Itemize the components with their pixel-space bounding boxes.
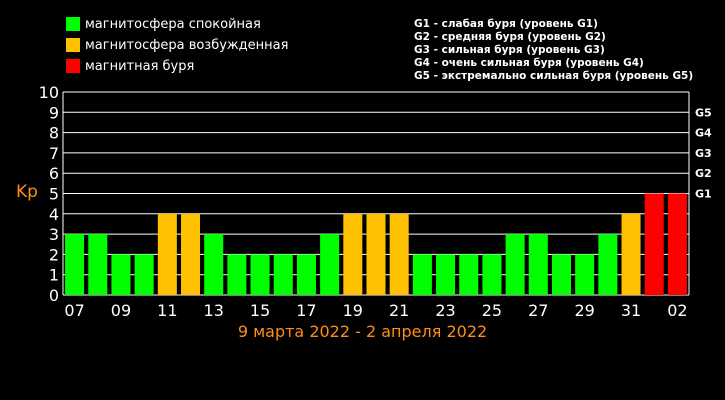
x-tick-label: 15	[250, 301, 270, 320]
bar	[343, 213, 363, 295]
bar	[296, 254, 316, 295]
x-tick-label: 09	[111, 301, 131, 320]
bar	[621, 213, 641, 295]
bar	[111, 254, 131, 295]
g-level-label: G1	[695, 188, 712, 201]
bar	[88, 234, 108, 295]
y-tick-label: 0	[49, 286, 59, 305]
x-tick-label: 23	[435, 301, 455, 320]
storm-level-entry: G1 - слабая буря (уровень G1)	[414, 18, 598, 30]
x-tick-label: 25	[482, 301, 502, 320]
bar	[389, 213, 409, 295]
legend-label: магнитная буря	[85, 59, 195, 74]
g-level-label: G3	[695, 147, 712, 160]
y-tick-label: 7	[49, 144, 59, 163]
bar	[644, 193, 664, 295]
storm-level-entry: G4 - очень сильная буря (уровень G4)	[414, 57, 644, 69]
bar	[273, 254, 293, 295]
bar	[598, 234, 618, 295]
x-tick-label: 21	[389, 301, 409, 320]
bar	[575, 254, 595, 295]
storm-level-entry: G2 - средняя буря (уровень G2)	[414, 31, 606, 43]
bar	[134, 254, 154, 295]
g-level-label: G2	[695, 167, 712, 180]
x-tick-label: 17	[296, 301, 316, 320]
storm-level-legend: G1 - слабая буря (уровень G1) G2 - средня…	[414, 18, 693, 83]
bar	[412, 254, 432, 295]
y-axis-label: Kp	[16, 182, 38, 202]
g-level-label: G5	[695, 106, 712, 119]
x-tick-label: 31	[621, 301, 641, 320]
bar	[181, 213, 201, 295]
y-tick-label: 3	[49, 225, 59, 244]
bar	[250, 254, 270, 295]
x-tick-label: 07	[64, 301, 84, 320]
y-tick-label: 8	[49, 124, 59, 143]
y-tick-label: 9	[49, 103, 59, 122]
bar	[320, 234, 340, 295]
bar	[505, 234, 525, 295]
bar	[65, 234, 85, 295]
y-tick-label: 4	[49, 205, 59, 224]
legend-label: магнитосфера возбужденная	[85, 38, 289, 53]
bar	[459, 254, 479, 295]
bar	[551, 254, 571, 295]
bar	[482, 254, 502, 295]
x-tick-label: 11	[157, 301, 177, 320]
bar	[227, 254, 247, 295]
y-tick-label: 5	[49, 185, 59, 204]
bar	[667, 193, 687, 295]
legend-swatch	[66, 59, 80, 73]
legend-swatch	[66, 17, 80, 31]
bar	[204, 234, 224, 295]
storm-level-entry: G5 - экстремально сильная буря (уровень …	[414, 70, 694, 82]
bar	[157, 213, 177, 295]
x-tick-label: 29	[574, 301, 594, 320]
bar	[528, 234, 548, 295]
bar	[436, 254, 456, 295]
y-tick-label: 6	[49, 164, 59, 183]
storm-level-entry: G3 - сильная буря (уровень G3)	[414, 44, 605, 56]
legend-swatch	[66, 38, 80, 52]
y-tick-label: 2	[49, 245, 59, 264]
x-tick-label: 27	[528, 301, 548, 320]
legend-label: магнитосфера спокойная	[85, 17, 261, 32]
x-tick-label: 13	[204, 301, 224, 320]
x-tick-label: 19	[343, 301, 363, 320]
y-tick-label: 10	[39, 83, 59, 102]
y-tick-label: 1	[49, 266, 59, 285]
g-level-label: G4	[695, 127, 712, 140]
date-range-label: 9 марта 2022 - 2 апреля 2022	[237, 322, 488, 341]
x-tick-label: 02	[667, 301, 687, 320]
bar	[366, 213, 386, 295]
